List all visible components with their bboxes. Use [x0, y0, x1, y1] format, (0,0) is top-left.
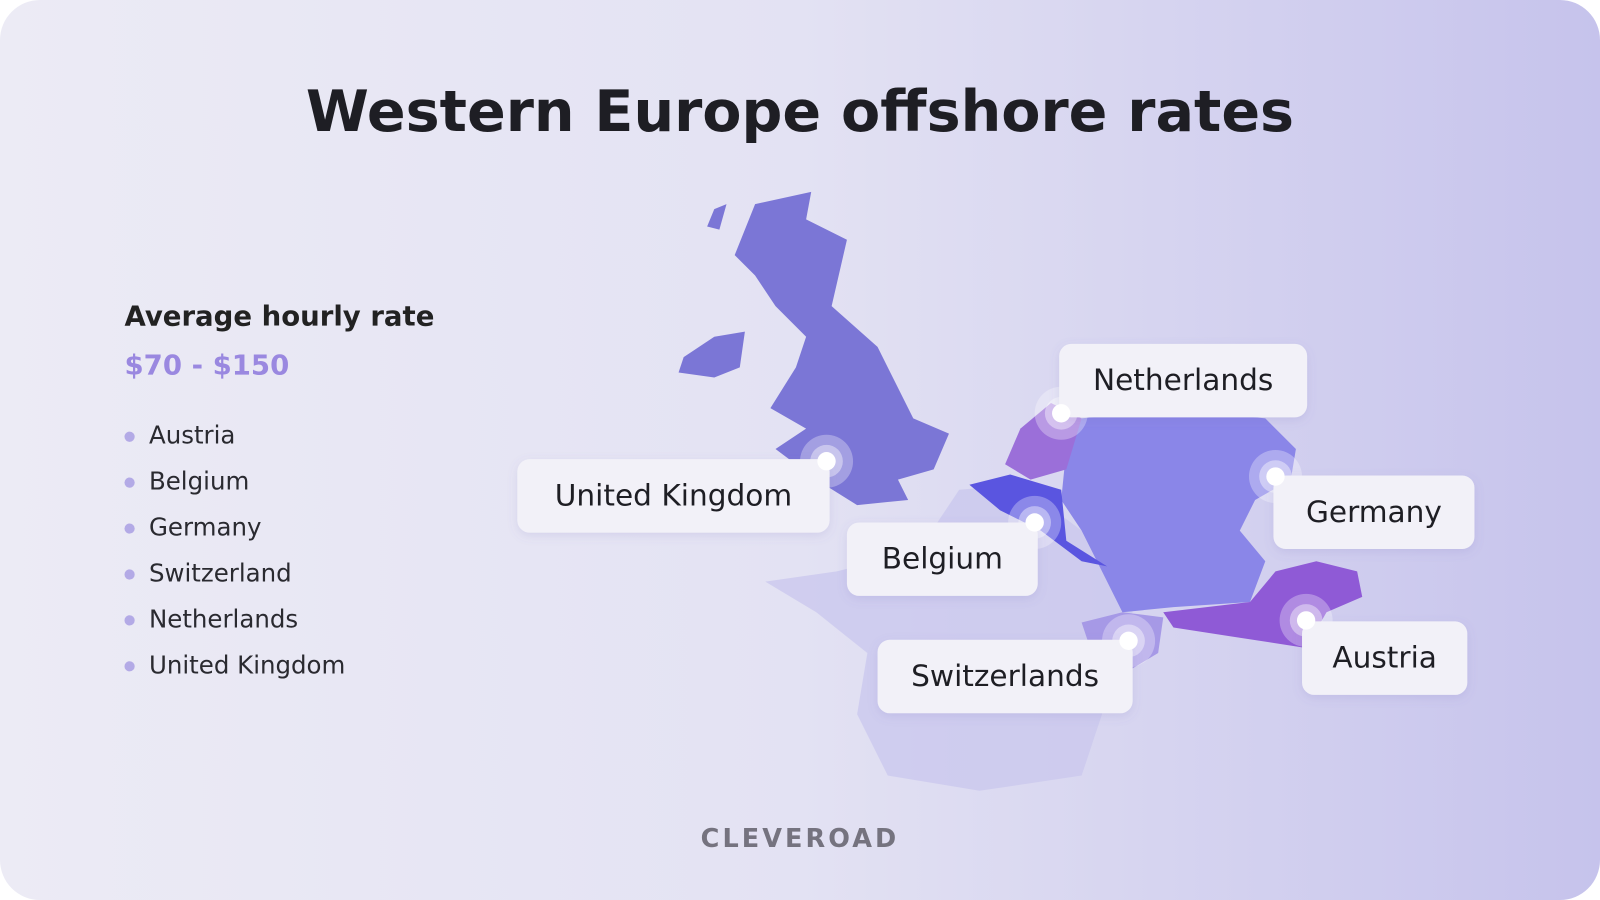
pin — [1119, 631, 1138, 650]
island — [707, 204, 727, 230]
map-label: Belgium — [882, 542, 1003, 576]
pin — [1025, 513, 1044, 532]
label-box — [877, 639, 1133, 714]
label-box — [1059, 343, 1308, 418]
country-item: Austria — [149, 421, 235, 450]
map-label: Switzerlands — [911, 659, 1099, 693]
country-item: Switzerland — [149, 558, 292, 587]
rate-value: $70 - $150 — [124, 349, 289, 381]
country-item: Germany — [149, 513, 261, 542]
map-label: Germany — [1306, 495, 1442, 529]
label-box — [1273, 475, 1475, 549]
pin — [1052, 404, 1071, 423]
bullet — [124, 431, 135, 442]
bullet — [124, 523, 135, 534]
country-item: United Kingdom — [149, 650, 345, 679]
map — [678, 191, 1363, 791]
country-list: Austria Belgium Germany Switzerland Netherla… — [124, 421, 345, 679]
pin — [817, 452, 836, 471]
uk — [734, 191, 949, 506]
country-item: Netherlands — [149, 604, 298, 633]
label-box — [1302, 621, 1468, 695]
rate-label: Average hourly rate — [124, 300, 434, 332]
bullet — [124, 477, 135, 488]
map-labels: Netherlands United Kingdom Germany Belgium S… — [517, 343, 1475, 714]
brand: CLEVEROAD — [701, 824, 900, 854]
country-item: Belgium — [149, 467, 249, 496]
bullet — [124, 615, 135, 626]
label-box — [517, 459, 830, 533]
map-label: Netherlands — [1093, 363, 1273, 397]
label-box — [846, 522, 1038, 596]
bullet — [124, 661, 135, 672]
map-label: United Kingdom — [555, 478, 792, 512]
ireland — [678, 331, 745, 378]
map-label: Austria — [1332, 641, 1436, 675]
pin — [1296, 611, 1316, 630]
france — [765, 484, 1133, 791]
pin — [1266, 467, 1285, 486]
bullet — [124, 569, 135, 580]
content: Western Europe offshore rates Average ho… — [124, 79, 1475, 854]
title: Western Europe offshore rates — [306, 79, 1294, 145]
germany — [1061, 408, 1296, 613]
